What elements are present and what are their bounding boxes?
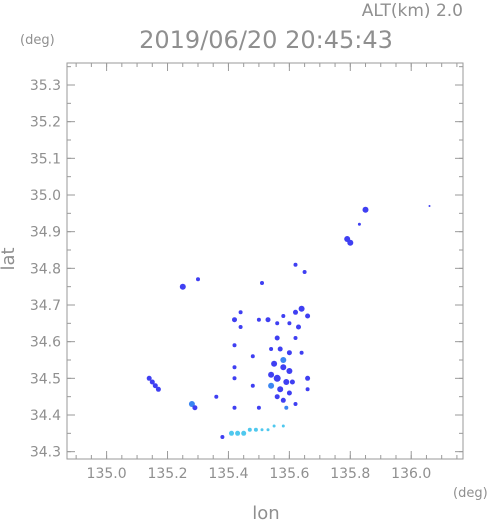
lightning-point [298, 305, 305, 312]
lightning-point [268, 382, 275, 389]
lightning-point [302, 270, 307, 274]
lightning-point [281, 314, 286, 318]
x-tick-label: 135.8 [330, 466, 370, 482]
axis-tick-labels: 34.3 34.4 34.5 34.6 34.7 34.8 34.9 35.0 35.1 35.2… [30, 78, 431, 482]
lightning-point [269, 347, 274, 351]
lightning-point [155, 386, 161, 392]
lightning-point [293, 262, 298, 267]
lightning-point [357, 222, 361, 226]
lightning-point [250, 383, 255, 388]
x-tick-label: 135.4 [208, 466, 248, 482]
lightning-point [260, 428, 264, 432]
x-unit-label: (deg) [453, 486, 488, 501]
lightning-point [232, 317, 237, 323]
lightning-point [214, 394, 219, 399]
lightning-point [287, 321, 292, 326]
x-axis-title: lon [252, 503, 279, 521]
lightning-point [149, 379, 155, 385]
timestamp-title: 2019/06/20 20:45:43 [139, 26, 393, 54]
lightning-point [232, 405, 237, 410]
y-tick-label: 35.0 [30, 188, 61, 204]
lightning-point [286, 350, 292, 356]
lightning-point [232, 376, 237, 381]
lightning-point [232, 343, 237, 348]
lightning-point [268, 371, 275, 378]
lightning-point [265, 317, 271, 323]
lightning-point [277, 346, 283, 352]
lightning-point [188, 401, 195, 407]
plot-frame [66, 62, 464, 460]
lightning-point [274, 335, 280, 341]
lightning-point [286, 390, 292, 396]
lightning-point [273, 374, 281, 382]
lightning-point [281, 424, 285, 428]
lightning-point [271, 360, 278, 367]
lightning-point [305, 375, 311, 381]
lightning-point [296, 324, 301, 330]
lightning-point [179, 283, 186, 290]
y-tick-label: 34.6 [30, 335, 61, 351]
lightning-point [235, 430, 241, 436]
axis-ticks [67, 63, 463, 459]
lightning-point [362, 206, 369, 213]
lightning-point [192, 405, 198, 411]
lightning-point [428, 205, 431, 207]
lightning-point [283, 379, 290, 385]
data-points [146, 205, 431, 439]
lightning-point [293, 402, 298, 406]
lightning-point [299, 350, 304, 355]
lightning-point [289, 379, 295, 385]
lightning-point [256, 405, 261, 410]
x-tick-label: 135.2 [147, 466, 187, 482]
lightning-point [266, 428, 270, 432]
lightning-point [286, 368, 293, 374]
y-tick-label: 35.3 [30, 78, 61, 94]
lightning-point [152, 383, 158, 389]
lightning-point [220, 435, 225, 439]
lightning-point [280, 397, 286, 403]
x-tick-label: 135.6 [269, 466, 309, 482]
lightning-point [238, 325, 243, 329]
lightning-point [146, 375, 152, 381]
lightning-point [247, 427, 252, 432]
lightning-point [293, 336, 298, 340]
lightning-point [284, 405, 289, 410]
lightning-point [260, 281, 264, 285]
y-tick-label: 35.1 [30, 151, 61, 167]
x-tick-label: 136.0 [391, 466, 431, 482]
lightning-point [277, 386, 284, 393]
y-tick-label: 34.5 [30, 371, 61, 387]
lightning-point [275, 321, 280, 326]
lightning-point [250, 354, 255, 359]
y-axis-title: lat [0, 247, 19, 270]
lightning-point [196, 277, 200, 282]
lightning-point [280, 357, 287, 363]
lightning-point [253, 427, 258, 432]
lightning-point [305, 387, 310, 392]
y-tick-label: 34.3 [30, 445, 61, 461]
y-tick-label: 34.8 [30, 261, 61, 277]
altitude-label: ALT(km) 2.0 [362, 1, 463, 21]
y-tick-label: 35.2 [30, 115, 61, 131]
lightning-point [238, 310, 243, 315]
lightning-point [256, 317, 261, 322]
lightning-point [347, 239, 354, 246]
y-tick-label: 34.4 [30, 408, 61, 424]
y-tick-label: 34.9 [30, 225, 61, 241]
y-tick-label: 34.7 [30, 298, 61, 314]
x-tick-label: 135.0 [87, 466, 127, 482]
lightning-point [305, 313, 311, 319]
lightning-point [293, 309, 298, 315]
lightning-point [280, 364, 287, 371]
lightning-point [232, 365, 237, 370]
lightning-point [274, 394, 280, 400]
y-unit-label: (deg) [20, 33, 55, 48]
lightning-point [272, 424, 276, 428]
lightning-point [241, 430, 247, 436]
lightning-point [229, 430, 234, 436]
